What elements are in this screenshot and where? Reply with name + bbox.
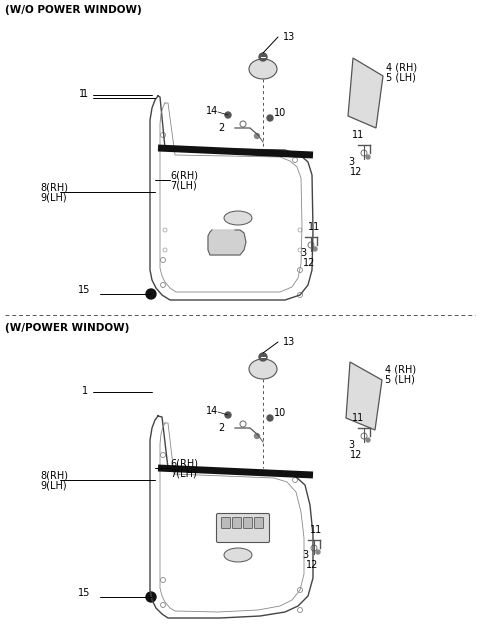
Circle shape <box>267 415 273 421</box>
Text: 7(LH): 7(LH) <box>170 181 197 191</box>
Text: 13: 13 <box>283 337 295 347</box>
Text: 11: 11 <box>352 130 364 140</box>
Text: 1: 1 <box>82 89 88 99</box>
Circle shape <box>316 550 320 554</box>
Circle shape <box>146 592 156 602</box>
Circle shape <box>259 53 267 61</box>
Circle shape <box>254 433 260 438</box>
Text: 10: 10 <box>274 108 286 118</box>
Text: 10: 10 <box>274 408 286 418</box>
Polygon shape <box>208 230 246 255</box>
Text: 3: 3 <box>348 157 354 167</box>
Text: 4 (RH): 4 (RH) <box>385 365 416 375</box>
Text: 11: 11 <box>310 525 322 535</box>
Text: 8(RH): 8(RH) <box>40 471 68 481</box>
Text: 3: 3 <box>300 248 306 258</box>
Text: 9(LH): 9(LH) <box>40 193 67 203</box>
Text: 15: 15 <box>78 588 90 598</box>
Ellipse shape <box>249 359 277 379</box>
Text: 8(RH): 8(RH) <box>40 183 68 193</box>
Text: 13: 13 <box>283 32 295 42</box>
Text: 15: 15 <box>78 285 90 295</box>
Text: 1: 1 <box>82 386 88 396</box>
FancyBboxPatch shape <box>254 518 264 528</box>
Text: 2: 2 <box>218 123 224 133</box>
FancyBboxPatch shape <box>232 518 241 528</box>
Circle shape <box>225 112 231 118</box>
Circle shape <box>313 247 317 251</box>
Text: 14: 14 <box>206 106 218 116</box>
Ellipse shape <box>249 59 277 79</box>
Text: 5 (LH): 5 (LH) <box>385 375 415 385</box>
Text: 12: 12 <box>303 258 315 268</box>
Polygon shape <box>346 362 382 430</box>
Text: 12: 12 <box>306 560 318 570</box>
Circle shape <box>366 438 370 442</box>
Ellipse shape <box>224 211 252 225</box>
Polygon shape <box>348 58 383 128</box>
Text: 6(RH): 6(RH) <box>170 459 198 469</box>
FancyBboxPatch shape <box>243 518 252 528</box>
Circle shape <box>366 155 370 159</box>
Text: 11: 11 <box>308 222 320 232</box>
Text: 12: 12 <box>350 450 362 460</box>
Text: 6(RH): 6(RH) <box>170 171 198 181</box>
Text: (W/O POWER WINDOW): (W/O POWER WINDOW) <box>5 5 142 15</box>
Text: 7(LH): 7(LH) <box>170 469 197 479</box>
Text: 11: 11 <box>352 413 364 423</box>
Text: 1: 1 <box>79 89 85 99</box>
Text: 3: 3 <box>348 440 354 450</box>
Text: 12: 12 <box>350 167 362 177</box>
Text: 2: 2 <box>218 423 224 433</box>
Text: 14: 14 <box>206 406 218 416</box>
Circle shape <box>254 134 260 139</box>
Circle shape <box>225 412 231 418</box>
Text: 3: 3 <box>302 550 308 560</box>
Text: 5 (LH): 5 (LH) <box>386 73 416 83</box>
FancyBboxPatch shape <box>216 514 269 543</box>
Ellipse shape <box>224 548 252 562</box>
Text: 4 (RH): 4 (RH) <box>386 63 417 73</box>
FancyBboxPatch shape <box>221 518 230 528</box>
Circle shape <box>146 289 156 299</box>
Circle shape <box>267 115 273 121</box>
Text: (W/POWER WINDOW): (W/POWER WINDOW) <box>5 323 130 333</box>
Text: 9(LH): 9(LH) <box>40 481 67 491</box>
Circle shape <box>259 353 267 361</box>
